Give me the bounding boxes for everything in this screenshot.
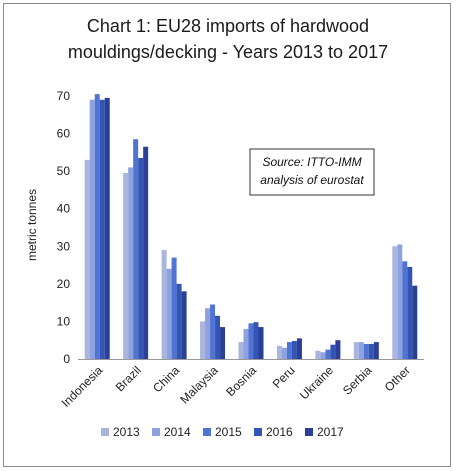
legend-label-2017: 2017 <box>317 425 344 439</box>
legend-swatch-2014 <box>152 428 160 436</box>
x-category-label: Ukraine <box>297 363 336 402</box>
legend-label-2016: 2016 <box>266 425 293 439</box>
bar-china-2013 <box>161 250 167 359</box>
bar-serbia-2015 <box>363 343 369 359</box>
bar-brazil-2017 <box>143 146 149 359</box>
bar-ukraine-2015 <box>325 349 331 359</box>
chart-title-line2: mouldings/decking - Years 2013 to 2017 <box>68 42 388 62</box>
legend-label-2015: 2015 <box>215 425 242 439</box>
bar-bosnia-2013 <box>238 342 244 359</box>
bar-ukraine-2017 <box>335 340 341 359</box>
source-line2: analysis of eurostat <box>260 173 364 187</box>
x-category-label: Serbia <box>340 363 375 398</box>
bar-serbia-2014 <box>358 342 364 359</box>
y-axis-ticks: 0 10 20 30 40 50 60 70 <box>57 89 71 366</box>
bar-brazil-2016 <box>138 157 144 359</box>
x-category-label: Brazil <box>113 363 144 394</box>
legend-swatch-2016 <box>254 428 262 436</box>
source-line1: Source: ITTO-IMM <box>262 155 361 169</box>
y-tick-label: 70 <box>57 89 71 103</box>
x-category-label: Indonesia <box>59 363 106 410</box>
bar-ukraine-2013 <box>315 350 321 359</box>
bar-indonesia-2014 <box>89 99 95 359</box>
bar-indonesia-2017 <box>104 97 110 359</box>
bars-group <box>84 94 418 359</box>
bar-peru-2017 <box>296 338 302 359</box>
y-tick-label: 0 <box>63 352 70 366</box>
bar-china-2016 <box>176 283 182 359</box>
bar-indonesia-2015 <box>94 94 100 359</box>
y-tick-label: 50 <box>57 164 71 178</box>
bar-malaysia-2013 <box>200 321 206 359</box>
y-axis-label: metric tonnes <box>25 189 39 261</box>
bar-peru-2014 <box>281 347 287 359</box>
bar-malaysia-2017 <box>220 327 226 359</box>
bar-peru-2013 <box>276 345 282 359</box>
bar-other-2013 <box>392 246 398 359</box>
y-tick-label: 60 <box>57 127 71 141</box>
legend: 2013 2014 2015 2016 2017 <box>101 425 344 439</box>
bar-peru-2015 <box>286 342 292 359</box>
chart-frame <box>3 3 451 467</box>
x-category-label: China <box>150 363 182 395</box>
x-category-label: Other <box>382 363 413 394</box>
bar-ukraine-2016 <box>330 344 336 359</box>
chart-title-line1: Chart 1: EU28 imports of hardwood <box>87 16 369 36</box>
bar-bosnia-2016 <box>253 322 259 359</box>
bar-indonesia-2016 <box>99 99 105 359</box>
bar-brazil-2015 <box>133 139 139 359</box>
bar-bosnia-2014 <box>243 328 249 359</box>
legend-swatch-2013 <box>101 428 109 436</box>
bar-other-2015 <box>402 261 408 359</box>
bar-other-2017 <box>412 285 418 359</box>
bar-other-2016 <box>407 266 413 359</box>
legend-swatch-2017 <box>305 428 313 436</box>
bar-bosnia-2017 <box>258 327 264 359</box>
bar-ukraine-2014 <box>320 352 326 359</box>
legend-label-2014: 2014 <box>164 425 191 439</box>
y-tick-label: 30 <box>57 239 71 253</box>
bar-serbia-2016 <box>368 343 374 359</box>
bar-other-2014 <box>397 244 403 359</box>
legend-swatch-2015 <box>203 428 211 436</box>
y-tick-label: 10 <box>57 314 71 328</box>
bar-malaysia-2014 <box>205 308 211 359</box>
legend-label-2013: 2013 <box>113 425 140 439</box>
x-category-label: Peru <box>270 363 298 391</box>
bar-china-2015 <box>171 257 177 359</box>
x-category-label: Malaysia <box>177 363 221 407</box>
bar-bosnia-2015 <box>248 323 254 359</box>
bar-china-2014 <box>166 268 172 359</box>
bar-brazil-2014 <box>128 167 134 359</box>
bar-brazil-2013 <box>123 173 129 359</box>
bar-peru-2016 <box>291 340 297 359</box>
source-box: Source: ITTO-IMM analysis of eurostat <box>249 148 375 196</box>
y-tick-label: 20 <box>57 277 71 291</box>
bar-malaysia-2016 <box>215 315 221 359</box>
bar-indonesia-2013 <box>84 159 90 359</box>
x-category-label: Bosnia <box>223 363 259 399</box>
bar-china-2017 <box>181 291 187 359</box>
bar-malaysia-2015 <box>210 304 216 359</box>
bar-serbia-2013 <box>353 342 359 359</box>
bar-serbia-2017 <box>373 342 379 359</box>
y-tick-label: 40 <box>57 202 71 216</box>
